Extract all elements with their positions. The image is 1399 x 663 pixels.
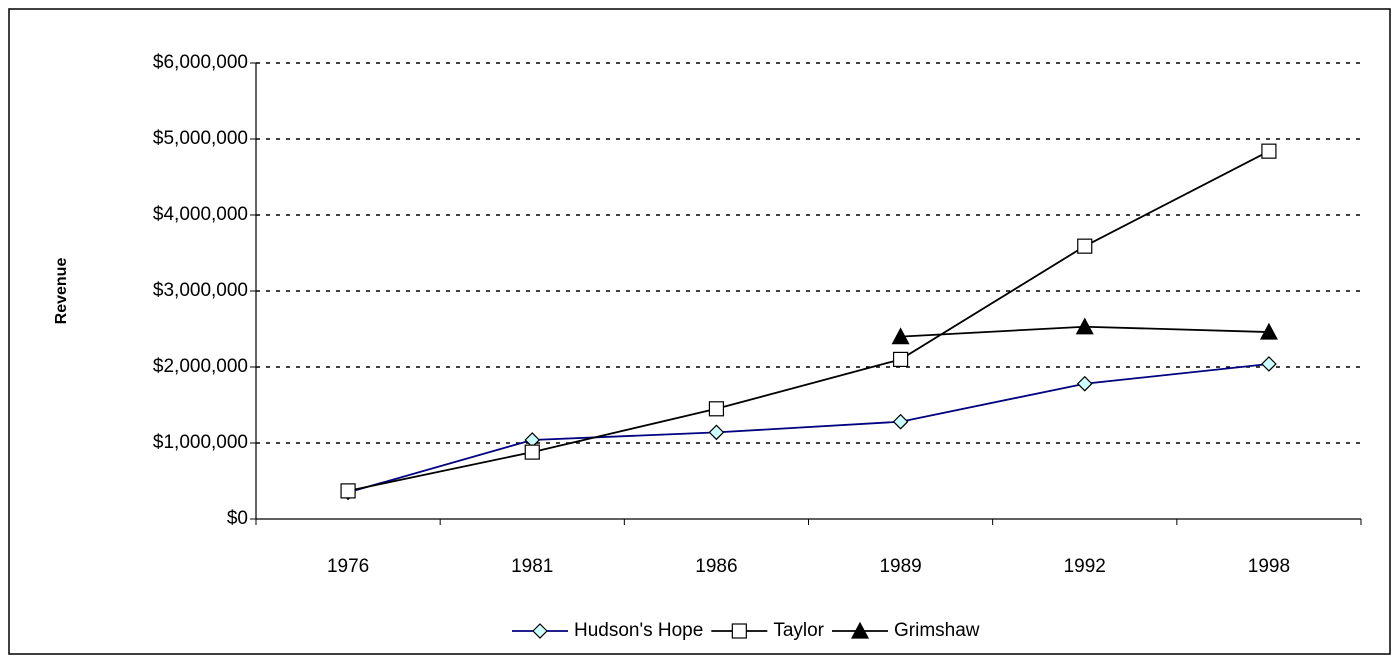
marker [1076, 375, 1093, 392]
y-tick-label: $5,000,000 [153, 128, 248, 149]
marker [1261, 356, 1277, 372]
series-line [347, 150, 1270, 492]
y-tick-label: $4,000,000 [153, 204, 248, 225]
marker [1261, 143, 1277, 159]
x-tick-label: 1989 [879, 556, 921, 577]
marker [1259, 322, 1278, 340]
y-tick-label: $2,000,000 [153, 356, 248, 377]
y-tick-label: $1,000,000 [153, 432, 248, 453]
x-tick-label: 1986 [695, 556, 737, 577]
x-tick-label: 1998 [1248, 556, 1290, 577]
marker [340, 483, 356, 499]
marker [708, 424, 725, 441]
legend-label: Hudson's Hope [574, 620, 703, 641]
x-tick-label: 1992 [1064, 556, 1106, 577]
legend-label: Grimshaw [894, 620, 980, 641]
legend-label: Taylor [773, 620, 824, 641]
marker [851, 621, 870, 639]
chart-border [8, 8, 1391, 655]
x-tick-label: 1976 [327, 556, 369, 577]
marker [524, 444, 540, 460]
marker [731, 623, 747, 639]
marker [892, 413, 909, 430]
marker [892, 351, 909, 367]
marker [891, 327, 910, 345]
y-tick-label: $0 [227, 508, 248, 529]
marker [1077, 238, 1093, 254]
x-tick-label: 1981 [511, 556, 553, 577]
y-tick-label: $3,000,000 [153, 280, 248, 301]
marker [708, 401, 725, 417]
series-line [347, 363, 1270, 494]
marker [532, 623, 548, 639]
y-axis-title: Revenue [53, 258, 70, 325]
y-tick-label: $6,000,000 [153, 52, 248, 73]
marker [1075, 317, 1094, 335]
